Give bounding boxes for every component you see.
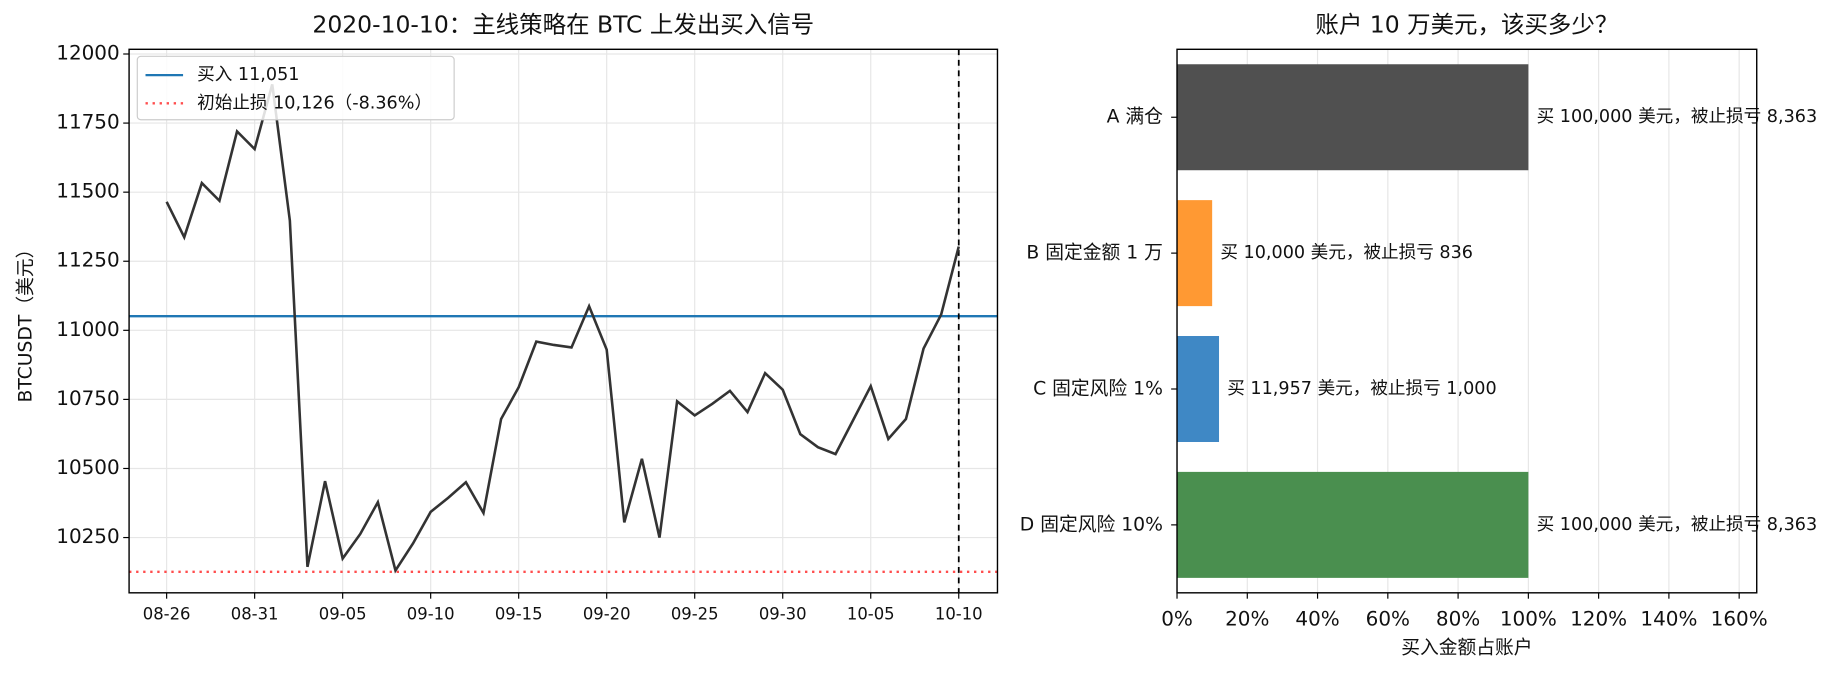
x-tick-label: 120% (1570, 606, 1627, 630)
x-tick-label: 08-31 (231, 605, 279, 624)
x-tick-label: 40% (1295, 606, 1339, 630)
y-tick-label: 11250 (56, 248, 119, 272)
x-tick-label: 160% (1711, 606, 1768, 630)
x-tick-label: 100% (1500, 606, 1557, 630)
legend-label: 初始止损 10,126（-8.36%） (197, 93, 432, 113)
x-tick-label: 09-10 (407, 605, 455, 624)
bar (1177, 200, 1213, 307)
y-axis-label: BTCUSDT（美元） (14, 240, 36, 403)
bar (1177, 64, 1529, 171)
y-tick-label: 10750 (56, 386, 119, 410)
x-tick-label: 140% (1640, 606, 1697, 630)
x-tick-label: 60% (1366, 606, 1410, 630)
y-tick-label: 10250 (56, 524, 119, 548)
value-label: 买 10,000 美元，被止损亏 836 (1220, 243, 1473, 263)
chart-title: 账户 10 万美元，该买多少？ (1315, 10, 1618, 38)
bar (1177, 471, 1529, 578)
x-tick-label: 09-15 (495, 605, 543, 624)
x-tick-label: 20% (1225, 606, 1269, 630)
y-tick-label: 11750 (56, 110, 119, 134)
y-tick-label: 12000 (56, 40, 119, 64)
y-tick-label: A 满仓 (1107, 106, 1164, 128)
price-line (165, 84, 960, 574)
x-tick-label: 0% (1161, 606, 1193, 630)
x-tick-label: 08-26 (143, 605, 191, 624)
y-tick-label: 11000 (56, 317, 119, 341)
value-label: 买 11,957 美元，被止损亏 1,000 (1227, 379, 1496, 399)
x-tick-label: 09-20 (583, 605, 631, 624)
legend-label: 买入 11,051 (197, 65, 299, 85)
y-tick-label: 10500 (56, 455, 119, 479)
x-tick-label: 09-30 (759, 605, 807, 624)
x-tick-label: 09-05 (319, 605, 367, 624)
x-tick-label: 09-25 (671, 605, 719, 624)
canvas: 2020-10-10：主线策略在 BTC 上发出买入信号 BTCUSDT（美元） 1… (14, 10, 1817, 658)
x-tick-label: 10-05 (847, 605, 895, 624)
x-tick-label: 10-10 (935, 605, 983, 624)
axes-frame (128, 48, 999, 594)
bar (1177, 336, 1220, 442)
chart-title: 2020-10-10：主线策略在 BTC 上发出买入信号 (312, 10, 814, 38)
y-tick-label: D 固定风险 10% (1020, 513, 1163, 535)
x-tick-label: 80% (1436, 606, 1480, 630)
value-label: 买 100,000 美元，被止损亏 8,363 (1537, 107, 1818, 127)
legend-box (136, 55, 455, 121)
axes-frame (1176, 48, 1758, 594)
x-axis-label: 买入金额占账户 (1401, 636, 1532, 658)
value-label: 买 100,000 美元，被止损亏 8,363 (1537, 515, 1818, 535)
y-tick-label: C 固定风险 1% (1033, 377, 1163, 399)
y-tick-label: 11500 (56, 179, 119, 203)
y-tick-label: B 固定金额 1 万 (1026, 242, 1163, 264)
